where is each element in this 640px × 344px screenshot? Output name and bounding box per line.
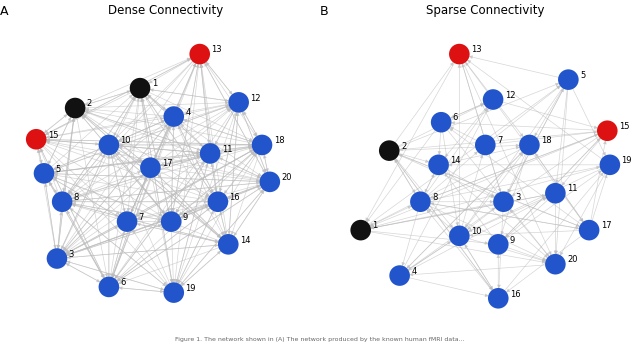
Point [145, 165, 156, 170]
Text: 4: 4 [186, 108, 191, 117]
Point [223, 241, 234, 247]
Text: 10: 10 [471, 227, 481, 236]
Text: 13: 13 [211, 45, 222, 54]
Point [488, 97, 498, 102]
Point [454, 51, 465, 57]
Point [436, 119, 446, 125]
Text: 8: 8 [432, 193, 438, 202]
Title: Sparse Connectivity: Sparse Connectivity [426, 4, 545, 17]
Text: 6: 6 [120, 278, 126, 287]
Point [602, 128, 612, 133]
Text: 6: 6 [453, 114, 458, 122]
Text: 19: 19 [621, 156, 632, 165]
Point [52, 256, 62, 261]
Point [524, 142, 534, 148]
Text: 16: 16 [510, 290, 520, 299]
Text: 1: 1 [152, 79, 157, 88]
Text: 2: 2 [87, 99, 92, 108]
Text: 11: 11 [222, 145, 232, 154]
Text: 9: 9 [183, 213, 188, 222]
Text: 9: 9 [510, 236, 515, 245]
Point [257, 142, 267, 148]
Point [550, 191, 561, 196]
Point [57, 199, 67, 204]
Text: 18: 18 [274, 136, 284, 145]
Point [499, 199, 509, 204]
Point [454, 233, 465, 238]
Point [104, 142, 114, 148]
Text: 20: 20 [282, 173, 292, 182]
Text: 15: 15 [48, 130, 58, 140]
Point [122, 219, 132, 224]
Text: 7: 7 [139, 213, 144, 222]
Text: 7: 7 [497, 136, 502, 145]
Text: 19: 19 [186, 284, 196, 293]
Text: 1: 1 [372, 222, 378, 230]
Point [135, 85, 145, 91]
Text: 14: 14 [451, 156, 461, 165]
Point [31, 137, 42, 142]
Text: 16: 16 [230, 193, 240, 202]
Point [212, 199, 223, 204]
Text: 10: 10 [120, 136, 131, 145]
Text: 20: 20 [567, 256, 577, 265]
Text: 18: 18 [541, 136, 552, 145]
Point [384, 148, 394, 153]
Point [415, 199, 426, 204]
Text: 4: 4 [412, 267, 417, 276]
Text: 15: 15 [619, 122, 630, 131]
Text: 3: 3 [68, 250, 74, 259]
Text: 12: 12 [250, 94, 261, 103]
Point [605, 162, 615, 168]
Text: 12: 12 [505, 91, 515, 100]
Text: 17: 17 [601, 222, 611, 230]
Text: 5: 5 [580, 71, 585, 80]
Text: 8: 8 [74, 193, 79, 202]
Title: Dense Connectivity: Dense Connectivity [108, 4, 223, 17]
Text: 11: 11 [567, 184, 577, 193]
Text: A: A [1, 5, 9, 18]
Point [550, 261, 561, 267]
Point [563, 77, 573, 83]
Text: 13: 13 [471, 45, 482, 54]
Point [205, 151, 215, 156]
Point [169, 114, 179, 119]
Text: 5: 5 [56, 164, 61, 174]
Text: 2: 2 [401, 142, 406, 151]
Point [480, 142, 490, 148]
Point [433, 162, 444, 168]
Point [234, 100, 244, 105]
Point [394, 273, 404, 278]
Point [70, 105, 80, 111]
Point [493, 241, 504, 247]
Point [584, 227, 594, 233]
Text: 17: 17 [162, 159, 173, 168]
Text: Figure 1. The network shown in (A) The network produced by the known human fMRI : Figure 1. The network shown in (A) The n… [175, 337, 465, 342]
Point [169, 290, 179, 295]
Point [493, 295, 504, 301]
Point [166, 219, 176, 224]
Text: 3: 3 [515, 193, 520, 202]
Text: 14: 14 [240, 236, 250, 245]
Point [265, 179, 275, 185]
Point [39, 171, 49, 176]
Point [356, 227, 366, 233]
Point [195, 51, 205, 57]
Point [104, 284, 114, 290]
Text: B: B [320, 5, 328, 18]
